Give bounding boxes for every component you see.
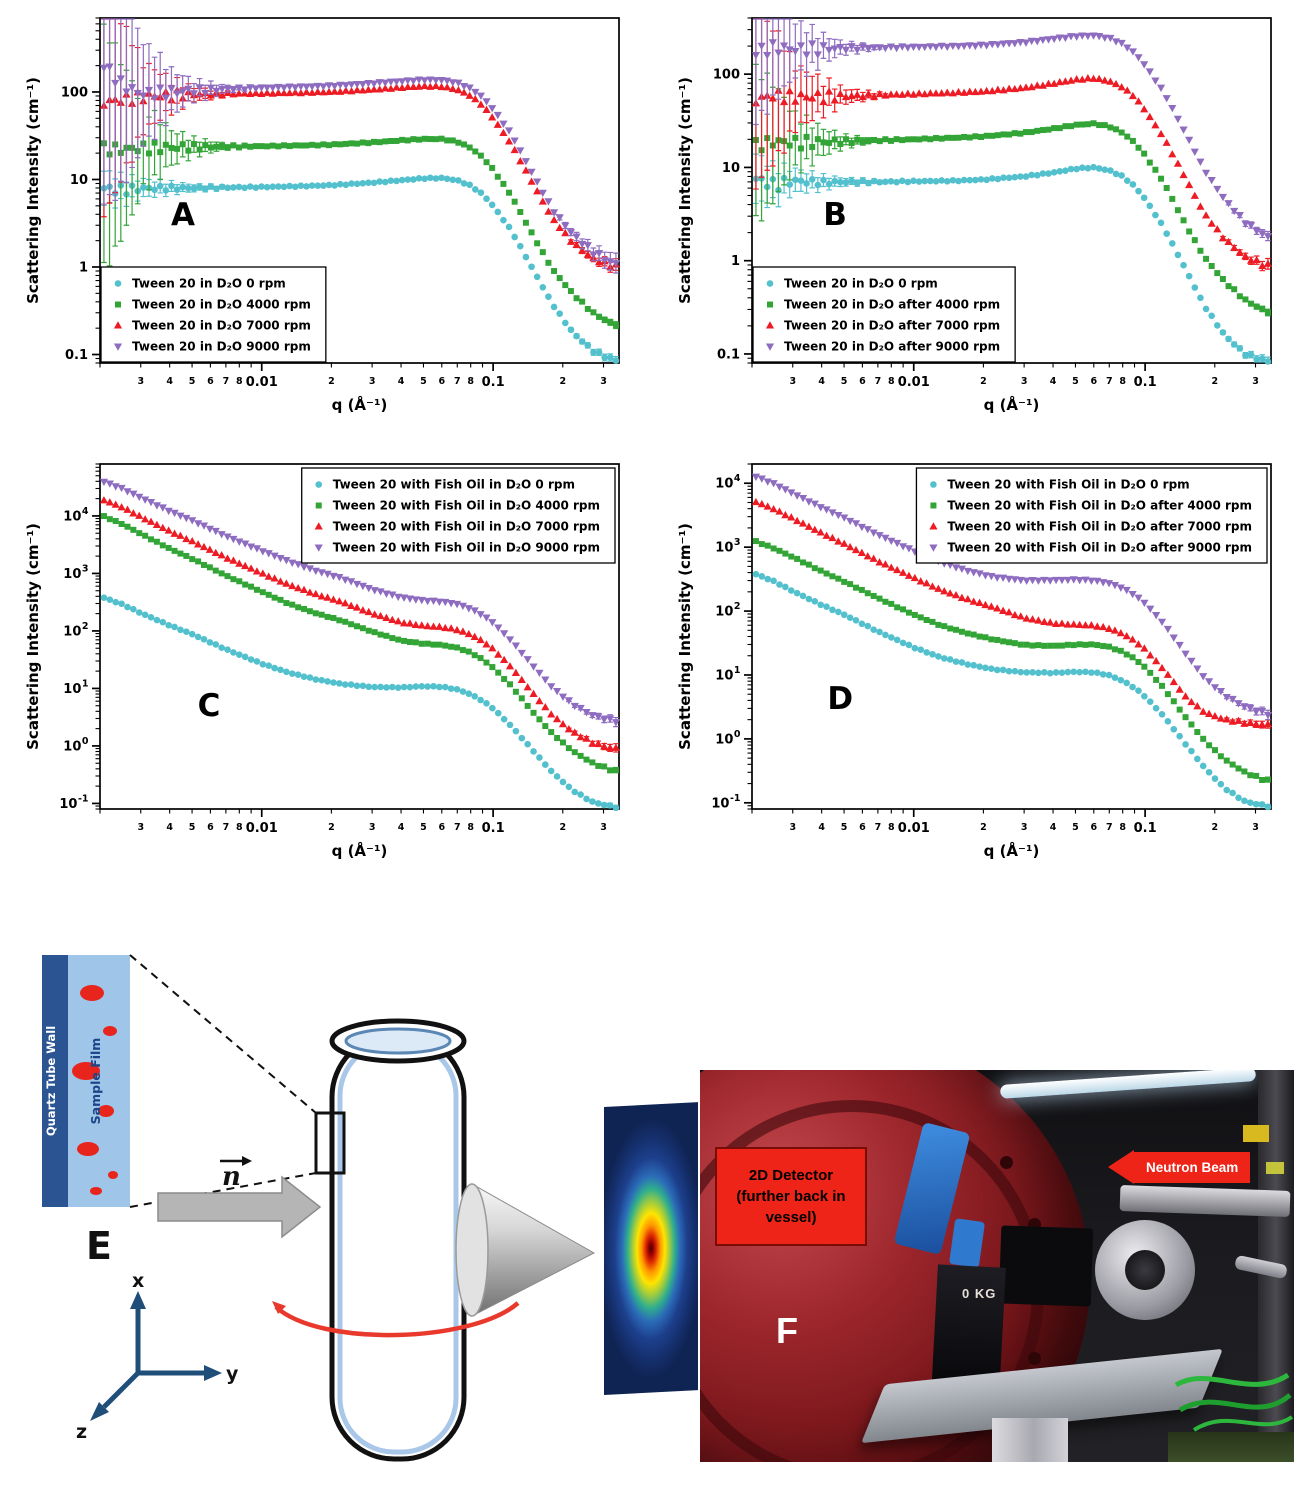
beam-pipe [1119, 1185, 1291, 1217]
film-normal-arrow [157, 1175, 322, 1239]
vessel-bolts [1000, 1156, 1013, 1169]
rotation-arrow [274, 1301, 520, 1338]
panel-b-chart [670, 6, 1285, 441]
vector-arrowhead-icon [242, 1156, 252, 1166]
panel-b [670, 6, 1285, 441]
panel-f-photo: 0 KG 2D Detector (further back in vessel… [700, 1070, 1294, 1462]
x-axis-label: x [132, 1270, 144, 1292]
quartz-wall-label: Quartz Tube Wall [44, 1026, 58, 1136]
zoom-dashed-line [129, 954, 317, 1114]
warning-tag [1243, 1125, 1269, 1142]
z-arrowhead-icon [90, 1402, 109, 1421]
detector-annotation: 2D Detector (further back in vessel) [715, 1147, 867, 1246]
sample-film-label: Sample Film [88, 1038, 103, 1125]
y-arrowhead-icon [204, 1365, 222, 1381]
neutron-beam-arrow: Neutron Beam [1108, 1150, 1251, 1184]
oil-droplet [77, 1142, 99, 1156]
beam-arrowhead-icon [1108, 1150, 1134, 1184]
panel-f-label: F [776, 1310, 798, 1351]
floor [1168, 1432, 1294, 1462]
panel-e-diagram: Quartz Tube Wall Sample Film n E x y z [42, 954, 698, 1462]
z-axis-label: z [76, 1421, 87, 1443]
oil-droplet [90, 1187, 102, 1195]
quartz-tube [329, 1018, 467, 1462]
film-inset: Quartz Tube Wall Sample Film [42, 955, 130, 1207]
panel-e-label: E [86, 1224, 112, 1268]
panel-c-chart [18, 452, 633, 887]
green-cables [1174, 1372, 1294, 1432]
oil-droplet [80, 985, 104, 1001]
panel-d-chart [670, 452, 1285, 887]
svg-text:n: n [222, 1162, 241, 1192]
blue-clamp [948, 1218, 986, 1268]
rotation-arrowhead-icon [272, 1301, 286, 1314]
panel-c [18, 452, 633, 887]
panel-a [18, 6, 633, 441]
oil-droplet [72, 1062, 100, 1080]
n-vector-label: n [220, 1156, 252, 1192]
coordinate-axes: x y z [76, 1270, 239, 1443]
tube-opening-inner [344, 1027, 452, 1055]
scattering-cone [455, 1183, 596, 1317]
y-axis-label: y [226, 1363, 239, 1385]
sample-region-box [314, 1111, 346, 1175]
warning-tag [1266, 1162, 1284, 1174]
fluorescent-light [999, 1070, 1257, 1099]
panel-d [670, 452, 1285, 887]
vessel-text: 0 KG [962, 1286, 997, 1301]
instrument-box [998, 1225, 1094, 1307]
neutron-beam-label: Neutron Beam [1134, 1151, 1251, 1183]
detector-pattern [604, 1102, 698, 1395]
oil-droplet [108, 1171, 118, 1179]
oil-droplet [98, 1105, 114, 1117]
z-axis-arrow [102, 1371, 140, 1409]
oil-droplet [103, 1026, 117, 1036]
table-pedestal [992, 1418, 1068, 1462]
beam-flange-core [1125, 1250, 1165, 1290]
x-arrowhead-icon [130, 1291, 146, 1309]
panel-a-chart [18, 6, 633, 441]
quartz-wall [42, 955, 68, 1207]
